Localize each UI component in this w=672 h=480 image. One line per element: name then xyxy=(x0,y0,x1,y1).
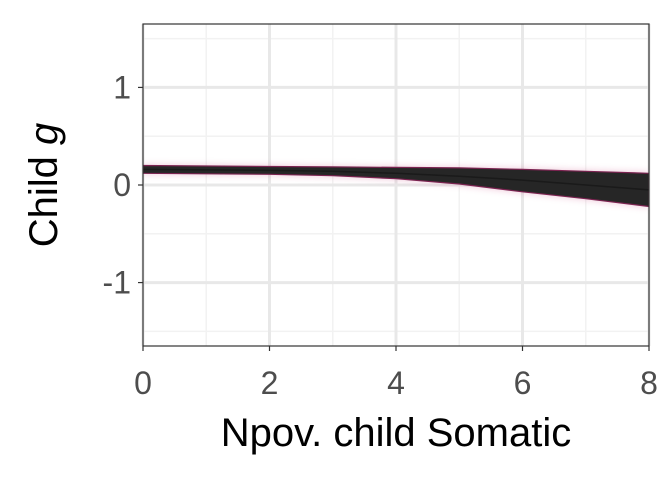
x-tick-label: 0 xyxy=(134,365,152,401)
y-axis-ticks: -1 0 1 xyxy=(103,69,143,301)
y-tick-label: 0 xyxy=(113,167,131,203)
y-tick-label: -1 xyxy=(103,265,131,301)
y-axis-title: Child g xyxy=(22,123,66,248)
y-tick-label: 1 xyxy=(113,69,131,105)
x-tick-label: 2 xyxy=(261,365,279,401)
band-area xyxy=(143,164,649,208)
x-axis-title: Npov. child Somatic xyxy=(221,411,572,455)
mean-line xyxy=(143,168,649,191)
x-tick-label: 4 xyxy=(387,365,405,401)
x-tick-label: 6 xyxy=(514,365,532,401)
x-axis-ticks: 0 2 4 6 8 xyxy=(134,346,658,401)
confidence-band xyxy=(143,164,649,208)
y-axis-title-italic: g xyxy=(22,123,66,145)
x-tick-label: 8 xyxy=(640,365,658,401)
y-axis-title-text: Child xyxy=(22,145,66,247)
